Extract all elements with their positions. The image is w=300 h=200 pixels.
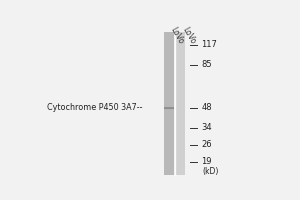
Text: Cytochrome P450 3A7--: Cytochrome P450 3A7--	[47, 103, 142, 112]
Text: 19: 19	[201, 157, 212, 166]
Text: LoVo: LoVo	[181, 26, 197, 46]
Text: LoVo: LoVo	[169, 26, 186, 46]
Text: 26: 26	[201, 140, 212, 149]
Text: 117: 117	[201, 40, 217, 49]
Text: 48: 48	[201, 103, 212, 112]
Bar	[176, 32, 185, 175]
Text: (kD): (kD)	[202, 167, 219, 176]
Text: 34: 34	[201, 123, 212, 132]
Bar	[164, 32, 174, 175]
Text: 85: 85	[201, 60, 212, 69]
